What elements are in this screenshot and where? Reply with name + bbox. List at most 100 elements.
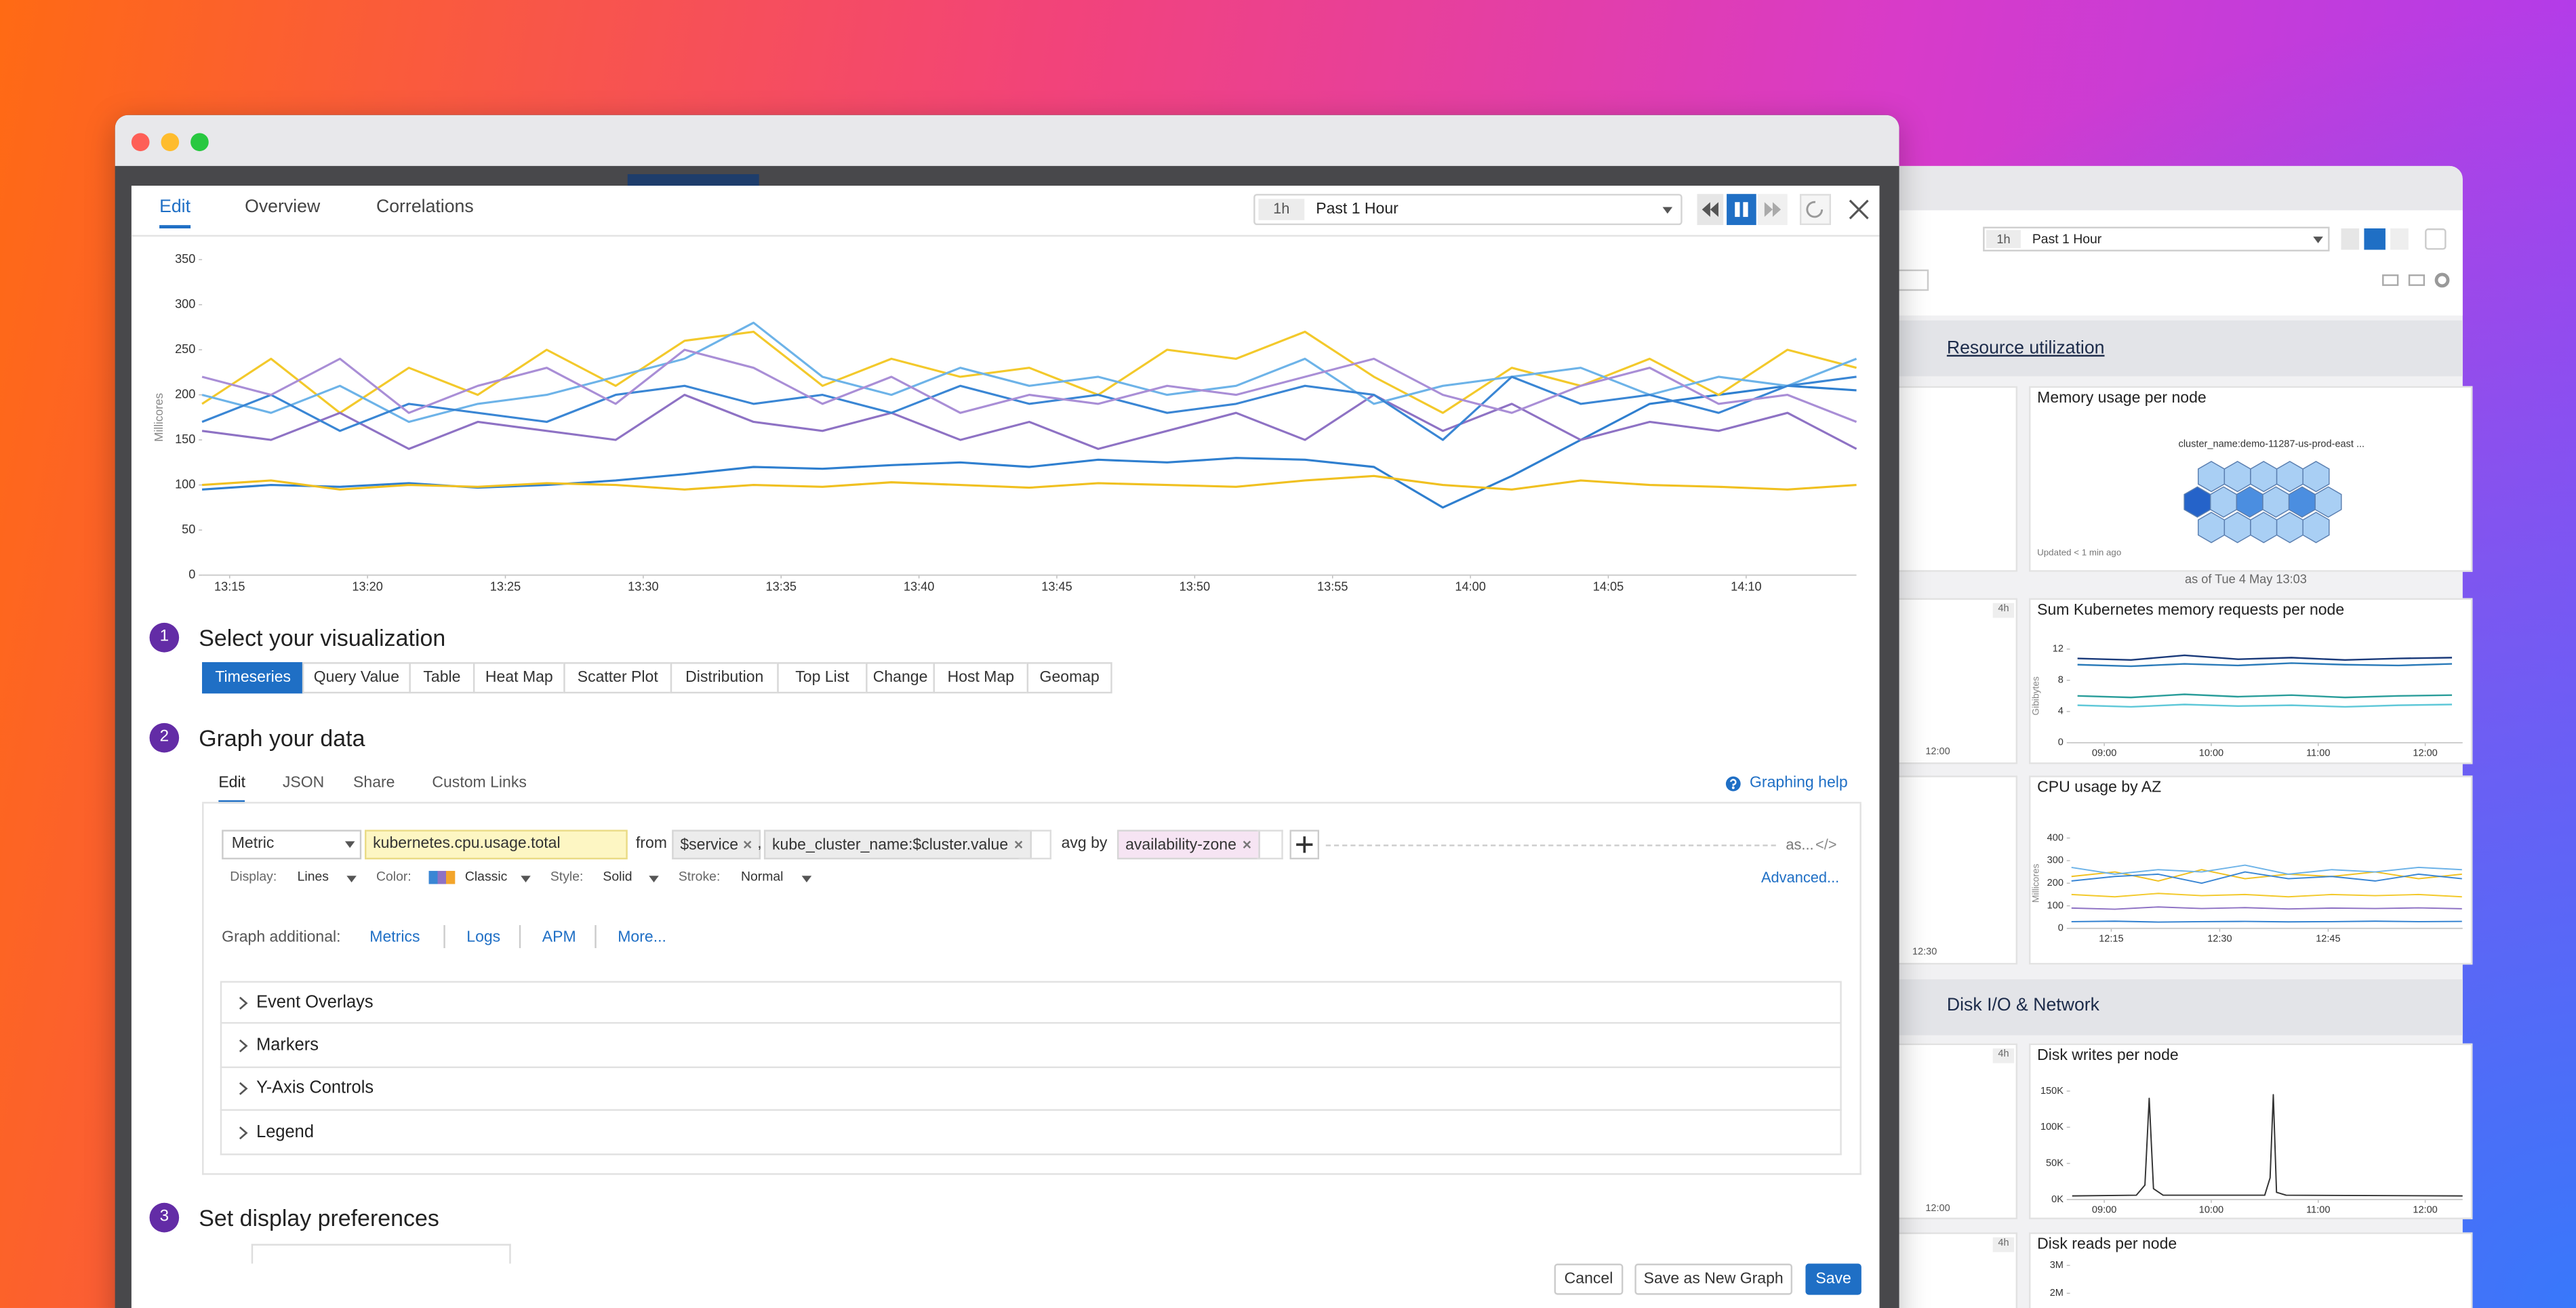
remove-icon[interactable] (1241, 840, 1251, 850)
y-axis-label: Millicores (2030, 863, 2041, 903)
x-tick-label: 13:25 (490, 580, 521, 594)
x-tick-label: 12:00 (1925, 748, 1950, 758)
caret (344, 841, 355, 849)
series-line (2071, 920, 2462, 923)
footer-button[interactable]: Save as New Graph (1634, 1263, 1793, 1295)
x-tick-label: 13:45 (1041, 580, 1072, 594)
group-input[interactable] (1256, 830, 1283, 860)
visualization-button[interactable]: Change (866, 662, 935, 694)
data-tab[interactable]: Custom Links (432, 773, 527, 792)
reset-button[interactable] (1799, 194, 1831, 226)
footer-button[interactable]: Save (1805, 1263, 1861, 1295)
time-select[interactable] (1253, 194, 1683, 226)
zoom-light[interactable] (190, 133, 209, 152)
collapsible-section[interactable]: Event Overlays (220, 981, 1842, 1024)
series-line (2071, 871, 2462, 884)
tab[interactable]: Edit (159, 197, 191, 229)
code-toggle[interactable]: </> (1815, 836, 1837, 853)
chevron-path (239, 1126, 248, 1139)
x-tick-label: 13:50 (1180, 580, 1210, 594)
forward-button[interactable] (2390, 228, 2409, 250)
collapsible-section[interactable]: Legend (220, 1111, 1842, 1156)
data-tab[interactable]: JSON (282, 773, 325, 792)
remove-glyph (1242, 840, 1251, 849)
section-title: Disk I/O & Network (1946, 996, 2100, 1016)
series-line (201, 375, 1857, 441)
close-light[interactable] (131, 133, 150, 152)
panel (1889, 598, 2018, 764)
y-tick-label: 12 (2053, 644, 2064, 655)
close-button[interactable] (1848, 199, 1870, 220)
separator: , (757, 834, 762, 853)
additional-link[interactable]: APM (542, 928, 576, 947)
section-title[interactable]: Resource utilization (1946, 338, 2105, 359)
tab[interactable]: Overview (245, 197, 321, 218)
visualization-button[interactable]: Scatter Plot (563, 662, 672, 694)
collapsible-section[interactable]: Y-Axis Controls (220, 1067, 1842, 1111)
metric-input[interactable]: kubernetes.cpu.usage.total (365, 830, 628, 860)
y-tick-label: 200 (2047, 878, 2064, 888)
source-select[interactable] (222, 830, 362, 860)
display-select[interactable]: Lines (297, 869, 329, 884)
rewind-button[interactable] (2341, 228, 2360, 250)
additional-link[interactable]: More... (618, 928, 666, 947)
panel-title: Disk writes per node (2037, 1046, 2179, 1065)
x-tick-label: 14:10 (1731, 580, 1761, 594)
palette-swatch (428, 871, 456, 884)
x-tick-label: 12:00 (2413, 748, 2437, 758)
pause-button[interactable] (2364, 228, 2386, 250)
panel (2029, 1043, 2473, 1220)
tab[interactable]: Correlations (376, 197, 474, 218)
y-axis-label: Millicores (152, 393, 165, 442)
remove-icon[interactable] (743, 840, 753, 850)
help-link[interactable]: Graphing help (1750, 773, 1848, 792)
x-tick-label: 13:15 (214, 580, 245, 594)
additional-link[interactable]: Logs (466, 928, 501, 947)
time-select[interactable] (1983, 226, 2330, 251)
stroke-select[interactable]: Normal (740, 869, 784, 884)
playback-controls[interactable] (1697, 194, 1832, 226)
y-tick-label: 400 (2047, 832, 2064, 843)
visualization-button[interactable]: Geomap (1026, 662, 1112, 694)
series-line (201, 348, 1857, 423)
data-tab[interactable]: Share (353, 773, 395, 792)
visualization-button[interactable]: Heat Map (472, 662, 565, 694)
visualization-button[interactable]: Distribution (670, 662, 779, 694)
display-label: Display: (230, 869, 277, 884)
advanced-link[interactable]: Advanced... (1760, 869, 1840, 886)
host-hex (2302, 512, 2330, 544)
visualization-button[interactable]: Table (409, 662, 475, 694)
remove-icon[interactable] (1013, 840, 1023, 850)
style-select[interactable]: Solid (603, 869, 632, 884)
pause-button[interactable] (1727, 194, 1756, 226)
minimize-light[interactable] (161, 133, 180, 152)
x-tick-label: 12:30 (1912, 947, 1937, 958)
collapsible-section[interactable]: Markers (220, 1023, 1842, 1068)
tag-input[interactable] (1018, 830, 1052, 860)
x-tick-label: 09:00 (2092, 1204, 2116, 1215)
visualization-button[interactable]: Top List (777, 662, 868, 694)
pause-icon (1743, 202, 1748, 218)
preference-input[interactable] (251, 1244, 511, 1264)
y-tick-label: 4 (2058, 706, 2064, 717)
panel (1889, 775, 2018, 965)
series-line (2071, 906, 2462, 910)
remove-glyph (1014, 840, 1022, 849)
title-bar (115, 115, 1899, 166)
visualization-button[interactable]: Host Map (933, 662, 1029, 694)
footer-button[interactable]: Cancel (1554, 1263, 1624, 1295)
add-query-button[interactable] (1289, 830, 1320, 860)
step-number: 2 (149, 722, 180, 753)
chevron-path (239, 1082, 248, 1095)
search-button[interactable] (2425, 228, 2447, 250)
y-tick-label: 150K (2040, 1086, 2064, 1097)
visualization-button[interactable]: Timeseries (202, 662, 304, 694)
hostmap-group: cluster_name:demo-11287-us-prod-east ... (2178, 440, 2365, 451)
additional-link[interactable]: Metrics (369, 928, 420, 947)
panel (2029, 1232, 2473, 1308)
y-tick-label: 8 (2058, 675, 2064, 686)
remove-glyph (744, 840, 752, 849)
divider (202, 802, 1861, 804)
color-select[interactable]: Classic (464, 869, 508, 884)
alias[interactable]: as... (1786, 836, 1814, 853)
